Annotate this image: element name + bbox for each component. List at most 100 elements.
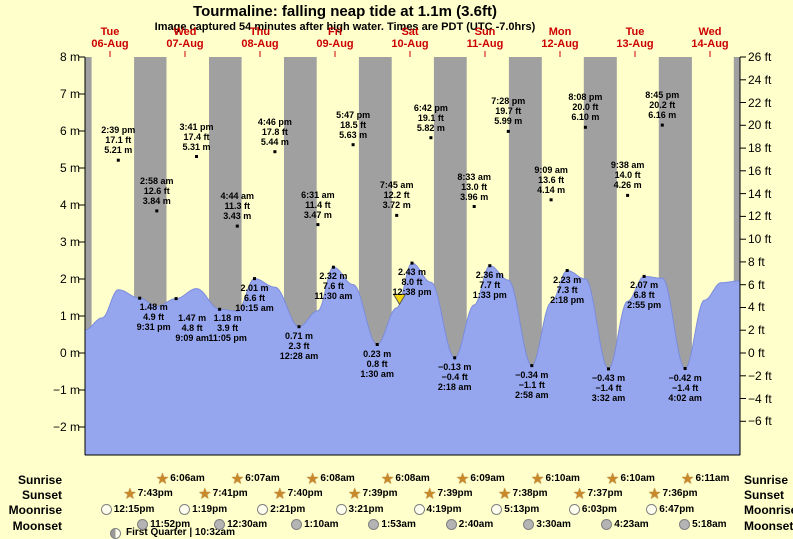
day-label: Tue 13-Aug xyxy=(616,26,654,50)
high-tide-dot xyxy=(273,150,277,154)
low-tide-dot xyxy=(683,367,687,370)
y-axis-label-ft: −2 ft xyxy=(748,368,772,383)
y-axis-label-m: 8 m xyxy=(59,50,80,64)
high-tide-annotation: 4:46 pm 17.8 ft 5.44 m xyxy=(257,116,292,147)
sunset-time-label: 7:36pm xyxy=(662,488,698,499)
low-tide-dot xyxy=(375,343,379,346)
y-axis-label-ft: 6 ft xyxy=(748,277,765,292)
moonset-time-label: 1:10am xyxy=(304,519,339,530)
low-tide-dot xyxy=(218,307,222,311)
sunrise-time-label: 6:08am xyxy=(320,472,355,484)
day-label: Sat 10-Aug xyxy=(391,26,429,50)
sunset-time-label: 7:43pm xyxy=(137,488,173,499)
low-tide-dot xyxy=(138,296,142,300)
sunrise-time: ★ 6:08am xyxy=(382,471,430,485)
sunset-star-icon: ★ xyxy=(124,486,136,501)
y-axis-label-ft: −4 ft xyxy=(748,391,772,406)
y-axis-label-ft: 24 ft xyxy=(748,72,772,87)
moonset-time: 1:10am xyxy=(291,518,339,532)
low-tide-annotation: 1.47 m 4.8 ft 9:09 am xyxy=(175,312,209,343)
moonset-time: 12:30am xyxy=(214,518,267,532)
low-tide-dot xyxy=(297,325,301,329)
page-title: Tourmaline: falling neap tide at 1.1m (3… xyxy=(193,3,497,20)
low-tide-annotation: 1.18 m 3.9 ft 11:05 pm xyxy=(208,313,247,344)
page-subtitle: Image captured 54 minutes after high wat… xyxy=(154,21,536,33)
sunrise-time-label: 6:11am xyxy=(695,472,730,484)
y-axis-label-ft: −6 ft xyxy=(748,414,772,429)
moonrise-time-label: 6:03pm xyxy=(581,503,617,515)
moonrise-icon xyxy=(179,503,191,515)
moonset-time-label: 3:30am xyxy=(536,519,571,530)
low-tide-annotation: −0.13 m −0.4 ft 2:18 am xyxy=(437,361,472,392)
sunset-time-label: 7:41pm xyxy=(212,488,248,499)
day-label: Tue 06-Aug xyxy=(91,26,129,50)
sunset-time: ★ 7:38pm xyxy=(499,487,548,501)
moonrise-time-label: 2:21pm xyxy=(270,503,306,515)
high-tide-dot xyxy=(626,193,630,197)
sunrise-time: ★ 6:10am xyxy=(532,471,580,485)
sunrise-time-label: 6:10am xyxy=(545,472,580,484)
low-tide-dot xyxy=(253,277,256,281)
y-axis-label-ft: 0 ft xyxy=(748,346,765,360)
moonrise-time: 1:19pm xyxy=(179,502,227,516)
y-axis-label-ft: 8 ft xyxy=(748,254,765,269)
y-axis-label-m: 5 m xyxy=(59,161,80,175)
moonrise-icon xyxy=(491,503,503,515)
moonset-time-label: 4:23am xyxy=(614,519,649,530)
sunrise-time-label: 6:07am xyxy=(245,472,280,484)
low-tide-dot xyxy=(530,364,534,368)
sunrise-time: ★ 6:11am xyxy=(682,471,730,485)
sunset-time: ★ 7:40pm xyxy=(274,487,323,501)
y-axis-label-ft: 18 ft xyxy=(748,141,772,156)
moonrise-icon xyxy=(568,503,580,515)
low-tide-annotation: 1.48 m 4.9 ft 9:31 pm xyxy=(136,302,171,333)
y-axis-label-ft: 22 ft xyxy=(748,95,772,110)
sunrise-time: ★ 6:09am xyxy=(457,471,505,485)
moonrise-icon xyxy=(257,503,269,515)
y-axis-label-m: 6 m xyxy=(59,124,80,138)
low-tide-annotation: −0.34 m −1.1 ft 2:58 am xyxy=(515,369,549,400)
moonset-icon xyxy=(679,519,691,530)
moonrise-row-label-left: Moonrise xyxy=(8,503,62,517)
sunset-row-label-left: Sunset xyxy=(21,488,62,502)
high-tide-annotation: 7:28 pm 19.7 ft 5.99 m xyxy=(491,96,526,127)
y-axis-label-m: −1 m xyxy=(52,383,80,397)
moonset-row-label-right: Moonset xyxy=(744,519,793,533)
moonrise-time: 6:03pm xyxy=(568,502,617,516)
moonset-icon xyxy=(523,519,535,530)
moonset-time-label: 11:52pm xyxy=(150,519,191,530)
y-axis-label-m: 0 m xyxy=(59,346,80,360)
moonrise-time-label: 12:15pm xyxy=(113,503,155,515)
low-tide-annotation: 2.23 m 7.3 ft 2:18 pm xyxy=(550,274,585,305)
y-axis-label-ft: 16 ft xyxy=(748,163,772,178)
moonset-icon xyxy=(445,519,457,530)
low-tide-annotation: 2.43 m 8.0 ft 12:38 pm xyxy=(392,267,432,298)
y-axis-label-m: −2 m xyxy=(52,420,80,434)
sunset-time-label: 7:39pm xyxy=(362,488,398,499)
moonrise-time: 2:21pm xyxy=(257,502,305,516)
low-tide-annotation: 2.07 m 6.8 ft 2:55 pm xyxy=(627,280,662,311)
moonrise-time: 3:21pm xyxy=(335,502,384,516)
moonset-icon xyxy=(214,519,226,530)
moonrise-time-label: 4:19pm xyxy=(426,503,462,515)
high-tide-annotation: 4:44 am 11.3 ft 3.43 m xyxy=(220,191,255,222)
high-tide-dot xyxy=(155,209,159,213)
day-label: Thu 08-Aug xyxy=(241,26,279,50)
night-shade xyxy=(733,57,741,455)
low-tide-annotation: 0.23 m 0.8 ft 1:30 am xyxy=(360,348,394,379)
sunrise-star-icon: ★ xyxy=(456,470,469,486)
moonset-icon xyxy=(601,519,613,530)
sunrise-time-label: 6:10am xyxy=(620,472,655,484)
y-axis-label-m: 1 m xyxy=(59,309,80,323)
night-shade xyxy=(85,57,92,455)
sunset-time: ★ 7:43pm xyxy=(124,487,173,501)
moonrise-icon xyxy=(646,503,658,515)
moonrise-time-label: 6:47pm xyxy=(659,503,695,515)
day-label: Fri 09-Aug xyxy=(316,26,354,50)
low-tide-dot xyxy=(607,367,610,371)
sunset-star-icon: ★ xyxy=(498,486,511,501)
high-tide-dot xyxy=(583,125,587,129)
low-tide-annotation: 2.32 m 7.6 ft 11:30 am xyxy=(314,271,353,302)
sunset-time: ★ 7:39pm xyxy=(349,487,398,501)
